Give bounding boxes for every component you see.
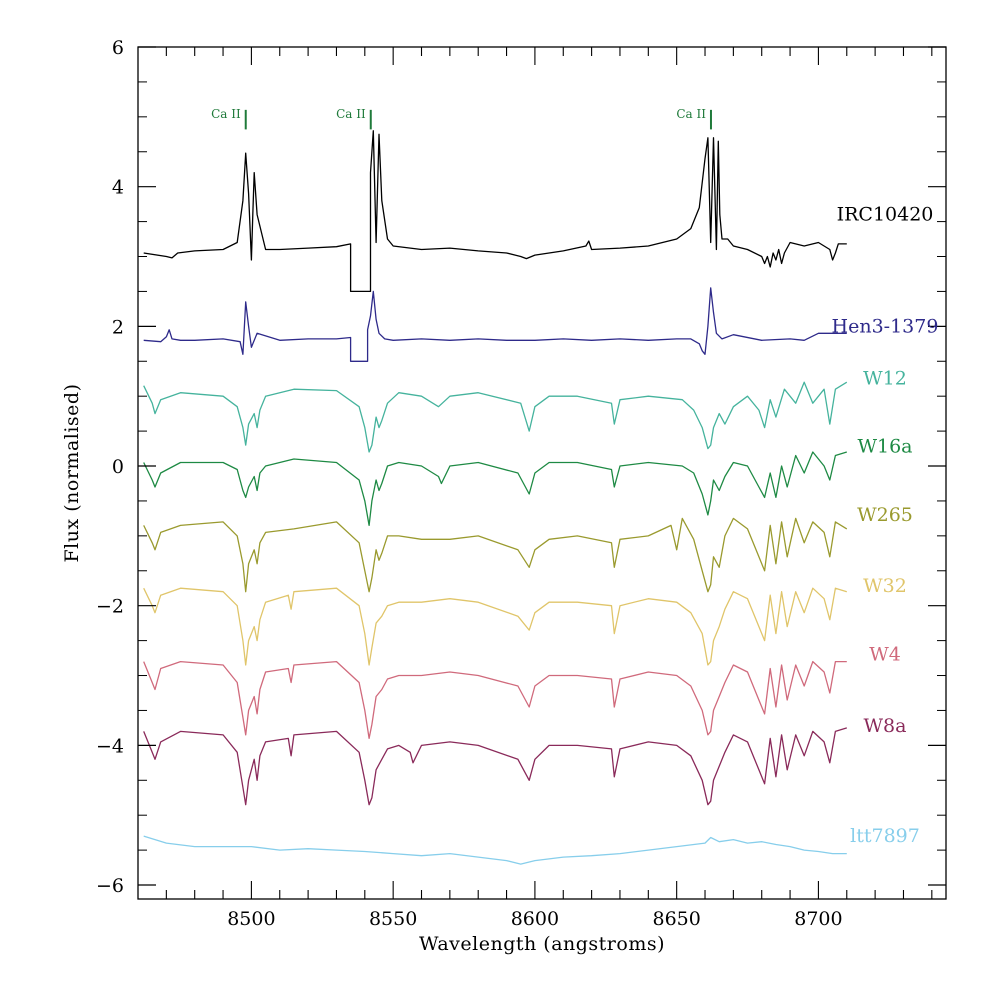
series-label-w4: W4 [869, 644, 901, 666]
series-line-ltt7897 [143, 835, 847, 865]
series-label-hen3-1379: Hen3-1379 [832, 315, 939, 337]
series-label-ltt7897: ltt7897 [850, 825, 920, 847]
series-layer [143, 130, 848, 865]
series-label-w16a: W16a [857, 435, 912, 457]
x-tick-label: 8700 [794, 908, 842, 930]
line-annotations: Ca II Ca II Ca II [211, 107, 712, 130]
plot-frame [137, 46, 947, 900]
y-tick-label: −6 [96, 875, 124, 897]
series-labels: IRC10420 Hen3-1379 W12 W16a W265 W32 W4 W8a ltt7… [832, 204, 939, 848]
series-line-w4 [143, 660, 847, 740]
series-label-irc10420: IRC10420 [837, 204, 934, 226]
series-line-w12 [143, 381, 848, 453]
y-tick-label: 0 [112, 456, 124, 478]
y-tick-label: −2 [96, 596, 124, 618]
series-label-w12: W12 [863, 368, 907, 390]
y-tick-label: 6 [112, 37, 124, 59]
ca-ii-label: Ca II [676, 107, 706, 121]
series-line-irc10420 [143, 130, 847, 293]
y-tick-label: −4 [96, 735, 124, 757]
series-label-w8a: W8a [864, 715, 907, 737]
ca-ii-label: Ca II [336, 107, 366, 121]
x-tick-label: 8600 [511, 908, 559, 930]
series-line-hen3-1379 [143, 287, 847, 362]
y-tick-label: 4 [112, 177, 124, 199]
y-axis-title: Flux (normalised) [61, 384, 83, 563]
x-tick-label: 8550 [369, 908, 417, 930]
series-label-w32: W32 [863, 575, 907, 597]
axis-ticks: −6 −4 −2 0 2 4 6 8500 8550 8600 8650 8700 [96, 37, 946, 930]
x-tick-label: 8650 [652, 908, 700, 930]
y-tick-label: 2 [112, 316, 124, 338]
series-line-w8a [143, 727, 847, 806]
ca-ii-label: Ca II [211, 107, 241, 121]
x-axis-title: Wavelength (angstroms) [419, 933, 665, 955]
series-line-w32 [143, 587, 847, 666]
series-line-w16a [143, 451, 847, 527]
series-line-w265 [143, 517, 848, 593]
series-label-w265: W265 [857, 504, 913, 526]
x-tick-label: 8500 [227, 908, 275, 930]
